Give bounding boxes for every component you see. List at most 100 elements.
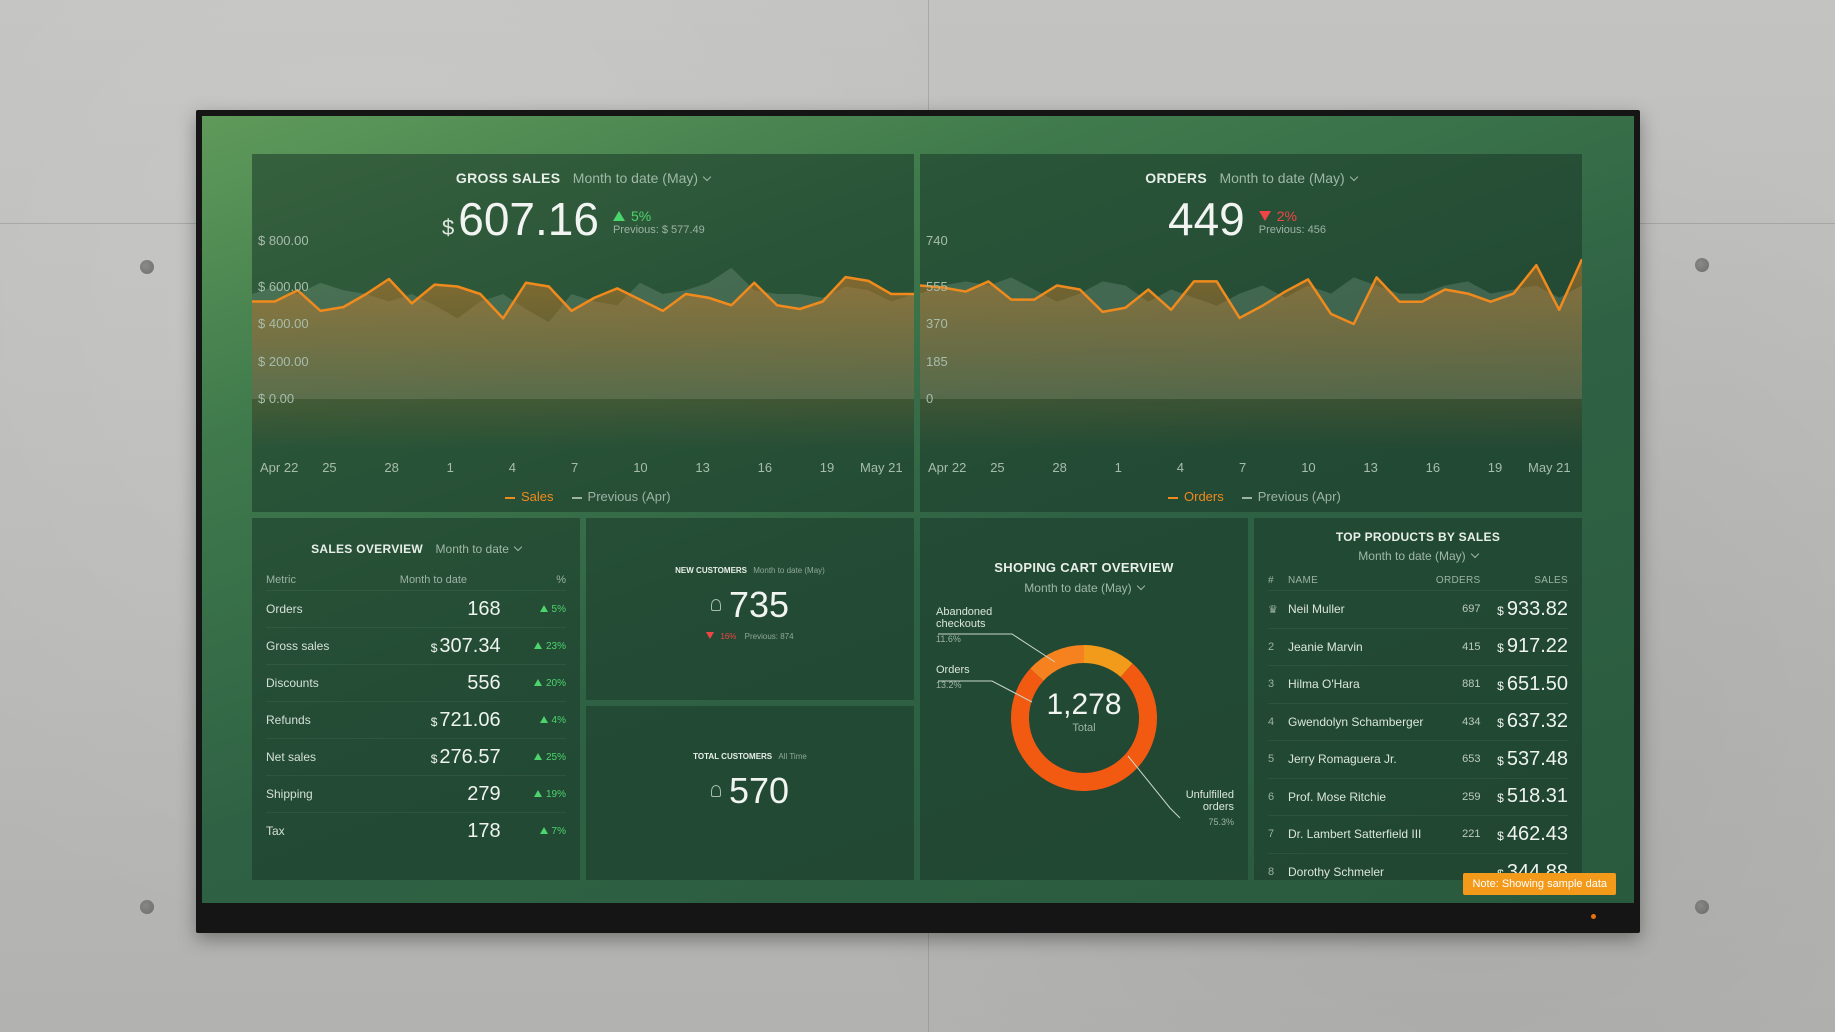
metric-pct: 7% — [518, 812, 566, 850]
orders-header: ORDERS Month to date (May) — [920, 170, 1582, 188]
metric-value-number: 276.57 — [439, 745, 501, 768]
current-series-area — [252, 277, 914, 449]
table-row[interactable]: 3 Hilma O'Hara 881 $651.50 — [1268, 665, 1568, 703]
tv-frame: GROSS SALES Month to date (May) $607.16 … — [196, 110, 1640, 933]
top-products-period-select[interactable]: Month to date (May) — [1268, 549, 1568, 563]
orders-period-select[interactable]: Month to date (May) — [1219, 170, 1358, 186]
sales-overview-title: SALES OVERVIEW — [311, 542, 424, 556]
total-customers-panel: TOTAL CUSTOMERS All Time 570 — [586, 706, 914, 880]
legend-item-sales[interactable]: Sales — [505, 489, 554, 504]
orders-chart — [920, 258, 1582, 449]
metric-pct-value: 4% — [551, 714, 566, 726]
product-sales: $651.50 — [1492, 665, 1568, 703]
gross-sales-title: GROSS SALES — [455, 170, 561, 186]
period-label: Month to date (May) — [1024, 581, 1132, 595]
table-row[interactable]: 6 Prof. Mose Ritchie 259 $518.31 — [1268, 777, 1568, 816]
chevron-down-icon — [1349, 172, 1358, 182]
currency-symbol: $ — [1497, 603, 1504, 618]
metric-pct-value: 23% — [545, 640, 566, 652]
gross-sales-panel: GROSS SALES Month to date (May) $607.16 … — [252, 154, 914, 512]
metric-value: 556 — [359, 664, 519, 702]
metric-value: 168 — [359, 590, 519, 628]
trend-down-icon — [706, 632, 715, 639]
chevron-down-icon — [702, 172, 712, 182]
currency-symbol: $ — [1497, 753, 1504, 768]
x-tick-label: 19 — [1487, 460, 1503, 475]
table-row: Refunds $721.06 4% — [266, 701, 566, 739]
current-series-line — [252, 275, 914, 320]
x-tick-label: 1 — [1114, 460, 1122, 475]
metric-pct: 19% — [518, 775, 566, 813]
table-row[interactable]: 4 Gwendolyn Schamberger 434 $637.32 — [1268, 702, 1568, 741]
x-tick-label: May 21 — [1528, 460, 1571, 475]
table-row[interactable]: ♛ Neil Muller 697 $933.82 — [1268, 590, 1568, 628]
x-tick-label: 25 — [322, 460, 337, 475]
gross-sales-period-select[interactable]: Month to date (May) — [573, 170, 712, 186]
x-tick-label: 10 — [1301, 460, 1316, 475]
new-customers-previous: Previous: 874 — [744, 632, 794, 641]
y-tick-label: $ 400.00 — [258, 316, 309, 331]
x-tick-label: Apr 22 — [260, 460, 299, 475]
metric-value: $307.34 — [359, 627, 519, 665]
product-sales: $518.31 — [1492, 777, 1568, 816]
wall-bolt — [1695, 900, 1709, 914]
currency-symbol: $ — [1497, 716, 1504, 731]
table-row[interactable]: 5 Jerry Romaguera Jr. 653 $537.48 — [1268, 740, 1568, 778]
gross-sales-chart — [252, 267, 914, 449]
x-tick-label: 28 — [1052, 460, 1067, 475]
currency-symbol: $ — [442, 215, 455, 240]
cart-label-abandoned: Abandoned checkouts 11.6% — [936, 606, 992, 645]
cart-period-select[interactable]: Month to date (May) — [920, 581, 1248, 595]
new-customers-period-select[interactable]: Month to date (May) — [753, 566, 825, 575]
table-row[interactable]: 7 Dr. Lambert Satterfield III 221 $462.43 — [1268, 815, 1568, 853]
x-tick-label: 7 — [1239, 460, 1247, 475]
metric-pct-value: 7% — [551, 825, 566, 837]
product-sales-value: 933.82 — [1506, 597, 1568, 620]
trend-up-icon — [539, 715, 548, 723]
product-name: Hilma O'Hara — [1288, 665, 1433, 703]
sales-overview-period-select[interactable]: Month to date — [436, 542, 523, 556]
orders-legend: Orders Previous (Apr) — [1168, 489, 1341, 504]
product-orders: 415 — [1432, 627, 1493, 666]
sample-data-note: Note: Showing sample data — [1463, 873, 1616, 895]
metric-name: Gross sales — [266, 627, 360, 665]
product-orders: 434 — [1432, 702, 1493, 741]
x-tick-label: 4 — [508, 460, 517, 475]
cart-label-unfulfilled: Unfulfilled orders 75.3% — [1186, 789, 1234, 828]
new-customers-title: NEW CUSTOMERS — [675, 566, 748, 575]
abandoned-label-line2: checkouts — [936, 618, 986, 630]
y-tick-label: 740 — [926, 233, 948, 248]
product-sales: $462.43 — [1492, 815, 1568, 853]
metric-name: Shipping — [266, 775, 360, 813]
metric-pct: 5% — [518, 590, 566, 628]
metric-name: Discounts — [266, 664, 360, 702]
dashboard-screen: GROSS SALES Month to date (May) $607.16 … — [202, 116, 1634, 903]
y-tick-label: 555 — [926, 278, 948, 294]
new-customers-value: 735 — [728, 584, 790, 625]
product-sales: $933.82 — [1492, 590, 1568, 628]
col-orders: ORDERS — [1435, 575, 1481, 586]
trend-up-icon — [533, 789, 542, 797]
table-row[interactable]: 2 Jeanie Marvin 415 $917.22 — [1268, 627, 1568, 666]
product-sales-value: 462.43 — [1506, 822, 1568, 845]
legend-item-previous[interactable]: Previous (Apr) — [571, 489, 671, 504]
sales-overview-panel: SALES OVERVIEW Month to date Metric Mont… — [252, 518, 580, 880]
donut-slice-orders — [1030, 645, 1085, 682]
table-row: Orders 168 5% — [266, 590, 566, 628]
donut-slice-unfulfilled — [1011, 663, 1157, 791]
table-row: Net sales $276.57 25% — [266, 738, 566, 776]
chevron-down-icon — [1470, 549, 1479, 559]
trend-up-icon — [533, 641, 542, 649]
legend-item-previous[interactable]: Previous (Apr) — [1241, 489, 1341, 504]
legend-label: Orders — [1184, 489, 1224, 504]
col-name: NAME — [1288, 575, 1319, 586]
user-icon — [710, 599, 721, 611]
cart-header: SHOPING CART OVERVIEW Month to date (May… — [920, 560, 1248, 595]
legend-item-orders[interactable]: Orders — [1168, 489, 1224, 504]
product-rank: 7 — [1268, 815, 1288, 853]
product-orders: 697 — [1432, 590, 1493, 628]
legend-label: Sales — [521, 489, 554, 504]
product-sales-value: 637.32 — [1506, 710, 1568, 733]
legend-label: Previous (Apr) — [1257, 489, 1341, 504]
metric-value-number: 279 — [467, 782, 501, 805]
